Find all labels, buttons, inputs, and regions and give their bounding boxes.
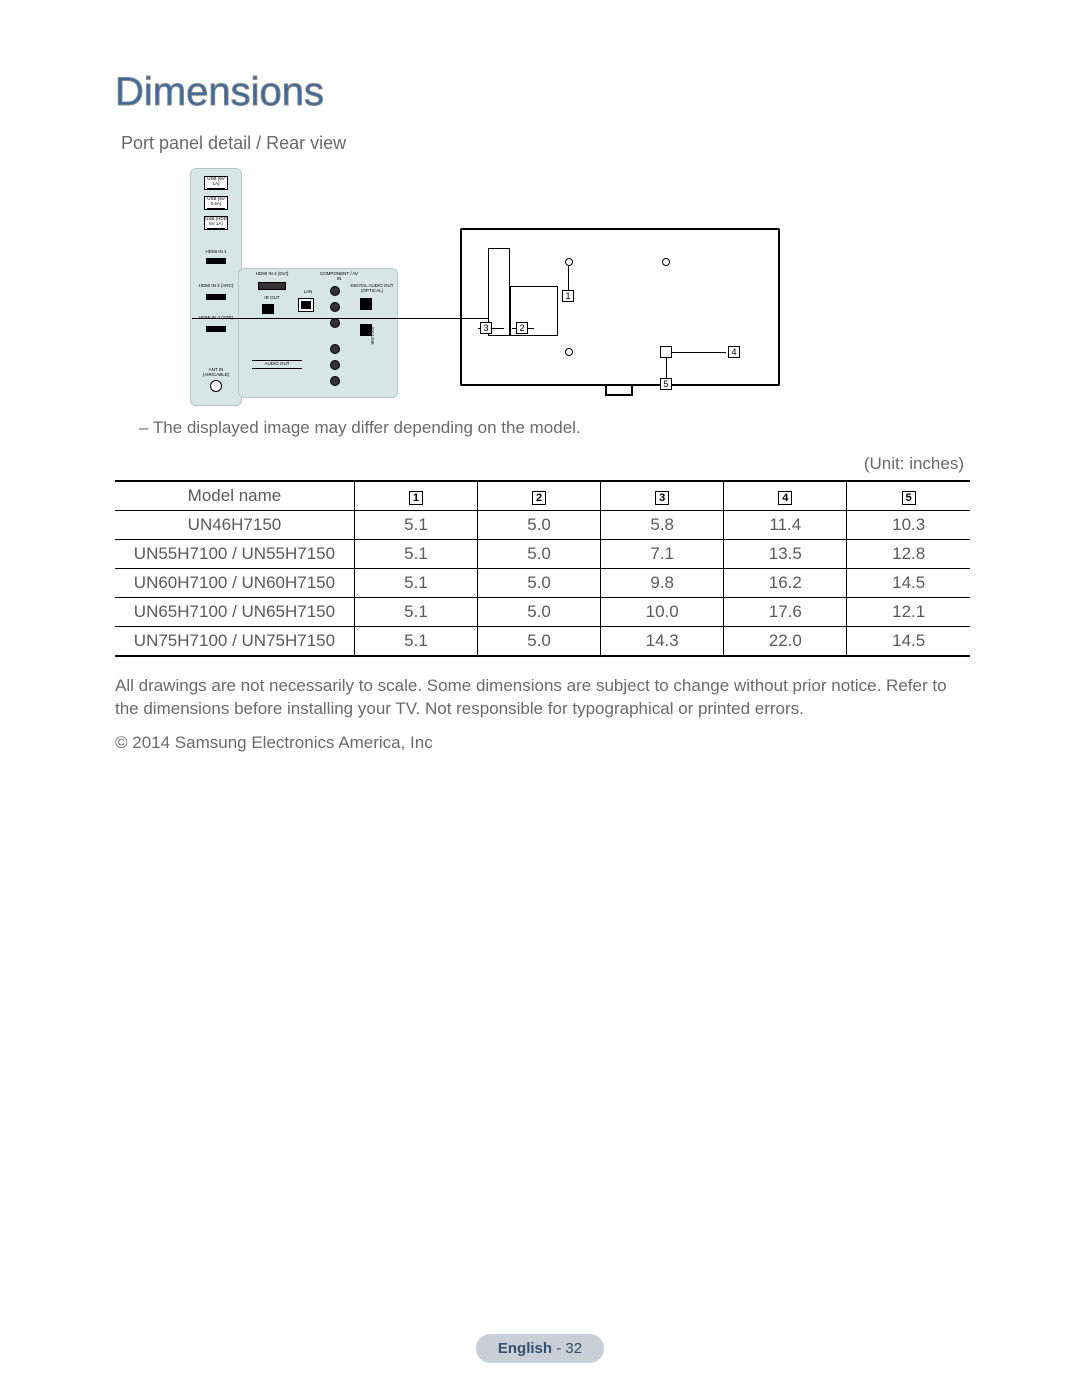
table-row: UN46H71505.15.05.811.410.3 [115, 511, 970, 540]
port-ant [210, 380, 222, 392]
port-usb-2: USB (5V 0.5A) [204, 196, 228, 210]
col-1: 1 [354, 481, 477, 511]
port-ant-label: ANT IN (AIR/CABLE) [196, 368, 236, 378]
port-component-label: COMPONENT / AV IN [318, 272, 360, 282]
cell-value: 12.8 [847, 540, 970, 569]
footer-sep: - [552, 1340, 565, 1357]
dim-marker-1: 1 [562, 290, 574, 302]
col-2: 2 [478, 481, 601, 511]
col-model: Model name [115, 481, 354, 511]
port-panel-diagram: USB (5V 1A) USB (5V 0.5A) USB (HDD 5V 1A… [190, 168, 400, 406]
cell-value: 22.0 [724, 627, 847, 657]
cell-value: 13.5 [724, 540, 847, 569]
port-hdmi4-label: HDMI IN 4 (DVI) [252, 272, 292, 277]
cell-value: 14.3 [601, 627, 724, 657]
cell-value: 10.3 [847, 511, 970, 540]
cell-value: 5.0 [478, 540, 601, 569]
dim-line-5v [666, 358, 667, 378]
table-body: UN46H71505.15.05.811.410.3UN55H7100 / UN… [115, 511, 970, 657]
table-row: UN60H7100 / UN60H71505.15.09.816.214.5 [115, 569, 970, 598]
cell-value: 5.0 [478, 511, 601, 540]
port-usb-1: USB (5V 1A) [204, 176, 228, 190]
port-digital-audio [360, 298, 372, 310]
diagram-container: USB (5V 1A) USB (5V 0.5A) USB (HDD 5V 1A… [190, 168, 970, 406]
cell-value: 5.1 [354, 540, 477, 569]
port-hdmi2 [206, 294, 226, 300]
cell-value: 14.5 [847, 627, 970, 657]
screw-3 [565, 348, 573, 356]
page-title: Dimensions [115, 70, 970, 115]
port-hdmi1 [206, 258, 226, 264]
col-5: 5 [847, 481, 970, 511]
port-component-2 [330, 302, 340, 312]
dim-line-4h [670, 352, 726, 353]
port-audio-out-label: AUDIO OUT [252, 360, 302, 369]
port-component-1 [330, 286, 340, 296]
port-irout [262, 304, 274, 314]
leader-line [192, 318, 488, 319]
cell-value: 12.1 [847, 598, 970, 627]
port-lan-label: LAN [296, 290, 320, 295]
table-row: UN65H7100 / UN65H71505.15.010.017.612.1 [115, 598, 970, 627]
dim-line-1v [568, 266, 569, 290]
cell-model: UN46H7150 [115, 511, 354, 540]
dim-marker-4: 4 [728, 346, 740, 358]
port-hdmi3 [206, 326, 226, 332]
dim-marker-5: 5 [660, 378, 672, 390]
cell-value: 9.8 [601, 569, 724, 598]
cell-value: 17.6 [724, 598, 847, 627]
port-hdmi4 [258, 282, 286, 290]
page-footer: English - 32 [0, 1334, 1080, 1363]
screw-2 [662, 258, 670, 266]
cell-value: 14.5 [847, 569, 970, 598]
dim-marker-3: 3 [480, 322, 492, 334]
cell-value: 5.1 [354, 627, 477, 657]
footer-lang: English [498, 1340, 552, 1357]
cell-value: 5.8 [601, 511, 724, 540]
port-component-5 [330, 360, 340, 370]
port-usb-3: USB (HDD 5V 1A) [204, 216, 228, 230]
rear-view-diagram: 1 2 3 4 5 [460, 228, 780, 398]
table-row: UN75H7100 / UN75H71505.15.014.322.014.5 [115, 627, 970, 657]
cell-value: 10.0 [601, 598, 724, 627]
cell-model: UN55H7100 / UN55H7150 [115, 540, 354, 569]
cell-model: UN60H7100 / UN60H7150 [115, 569, 354, 598]
model-note: The displayed image may differ depending… [139, 418, 970, 438]
cell-model: UN65H7100 / UN65H7150 [115, 598, 354, 627]
cell-model: UN75H7100 / UN75H7150 [115, 627, 354, 657]
tv-small-region [660, 346, 672, 358]
cell-value: 5.0 [478, 627, 601, 657]
cell-value: 5.1 [354, 569, 477, 598]
disclaimer-text: All drawings are not necessarily to scal… [115, 675, 970, 721]
port-component-4 [330, 344, 340, 354]
cell-value: 7.1 [601, 540, 724, 569]
table-header-row: Model name 1 2 3 4 5 [115, 481, 970, 511]
unit-label: (Unit: inches) [115, 454, 964, 474]
screw-1 [565, 258, 573, 266]
cell-value: 11.4 [724, 511, 847, 540]
cell-value: 5.0 [478, 598, 601, 627]
section-subtitle: Port panel detail / Rear view [121, 133, 970, 154]
footer-page: 32 [565, 1340, 582, 1357]
cell-value: 5.1 [354, 598, 477, 627]
col-4: 4 [724, 481, 847, 511]
port-hdmi2-label: HDMI IN 2 (ARC) [196, 284, 236, 289]
dimensions-table: Model name 1 2 3 4 5 UN46H71505.15.05.81… [115, 480, 970, 657]
port-irout-label: IR OUT [252, 296, 292, 301]
table-row: UN55H7100 / UN55H71505.15.07.113.512.8 [115, 540, 970, 569]
port-lan [298, 298, 314, 312]
port-hdmi1-label: HDMI IN 1 [196, 250, 236, 255]
cell-value: 5.1 [354, 511, 477, 540]
port-component-6 [330, 376, 340, 386]
port-digital-audio-label: DIGITAL AUDIO OUT (OPTICAL) [350, 284, 394, 294]
tv-stand [605, 386, 633, 396]
footer-pill: English - 32 [476, 1334, 604, 1363]
port-component-3 [330, 318, 340, 328]
dim-marker-2: 2 [516, 322, 528, 334]
cell-value: 5.0 [478, 569, 601, 598]
col-3: 3 [601, 481, 724, 511]
port-exlink-label: EX-LINK [369, 324, 374, 348]
copyright-text: © 2014 Samsung Electronics America, Inc [115, 733, 970, 753]
cell-value: 16.2 [724, 569, 847, 598]
